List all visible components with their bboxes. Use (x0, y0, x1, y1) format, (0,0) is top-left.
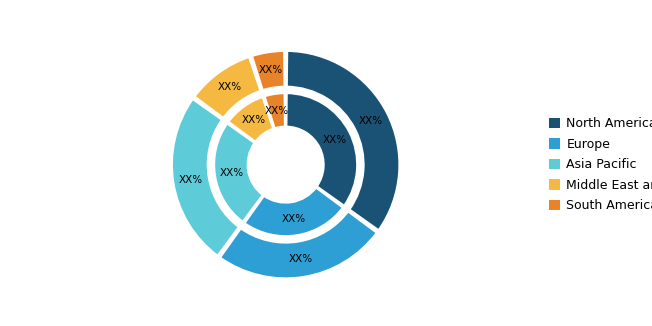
Wedge shape (214, 123, 263, 222)
Text: XX%: XX% (282, 214, 306, 224)
Wedge shape (286, 51, 400, 231)
Wedge shape (220, 211, 378, 279)
Text: XX%: XX% (289, 254, 313, 264)
Text: XX%: XX% (259, 65, 283, 75)
Wedge shape (264, 93, 286, 129)
Wedge shape (252, 51, 285, 91)
Wedge shape (228, 96, 274, 142)
Text: XX%: XX% (241, 115, 265, 125)
Wedge shape (194, 56, 261, 118)
Text: XX%: XX% (179, 175, 203, 185)
Text: XX%: XX% (217, 82, 241, 92)
Text: XX%: XX% (220, 168, 244, 178)
Text: XX%: XX% (322, 135, 346, 145)
Text: XX%: XX% (359, 116, 383, 126)
Legend: North America, Europe, Asia Pacific, Middle East and Africa, South America: North America, Europe, Asia Pacific, Mid… (549, 117, 652, 212)
Wedge shape (286, 93, 357, 206)
Text: XX%: XX% (265, 106, 289, 115)
Wedge shape (171, 98, 239, 256)
Wedge shape (244, 187, 344, 236)
